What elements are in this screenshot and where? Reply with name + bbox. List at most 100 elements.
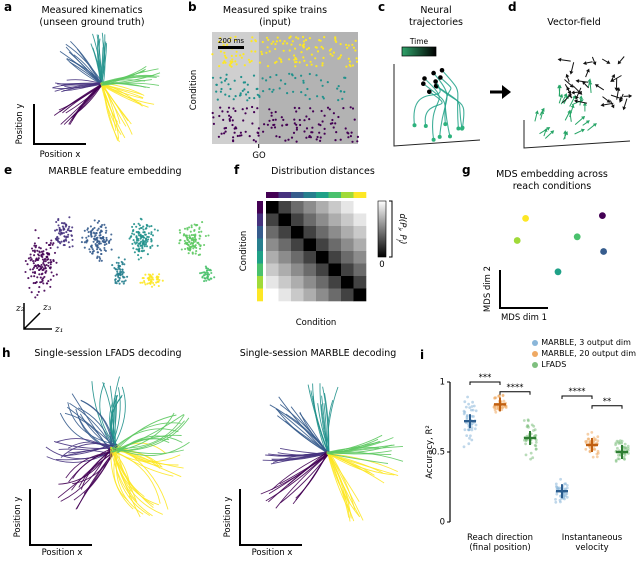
panel-letter-i: i (420, 348, 425, 362)
svg-text:**: ** (603, 397, 612, 407)
x-axis-label: MDS dim 1 (501, 313, 547, 323)
neural-trajectories-plot: Time (393, 37, 481, 147)
svg-text:Accuracy, R²: Accuracy, R² (425, 425, 435, 479)
svg-text:Instantaneous: Instantaneous (562, 533, 623, 543)
svg-text:0.5: 0.5 (431, 448, 445, 458)
svg-text:(final position): (final position) (469, 543, 530, 553)
panel-letter-a: a (4, 0, 13, 14)
svg-text:velocity: velocity (575, 543, 608, 553)
marble-decoding-plot: Position y Position x (223, 383, 404, 557)
spike-raster-dots (211, 32, 359, 148)
y-axis-label: Position y (223, 497, 233, 538)
y-axis-label: Position y (15, 104, 25, 145)
legend-dot-marble20 (532, 351, 539, 357)
vector-field-arrows (534, 56, 633, 140)
panel-g: MDS embedding across reach conditions MD… (466, 166, 638, 324)
transform-arrow (488, 82, 512, 102)
legend-label-lfads: LFADS (541, 360, 567, 369)
legend-item-marble3: MARBLE, 3 output dim (532, 338, 636, 348)
spike-raster-plot: 200 ms Condition GO (189, 32, 359, 160)
time-legend-label: Time (409, 37, 429, 46)
panel-h-lfads: Single-session LFADS decoding Position y… (6, 348, 210, 557)
legend-item-lfads: LFADS (532, 360, 636, 370)
panel-e-title: MARBLE feature embedding (48, 166, 182, 177)
z1-axis-label: z₁ (54, 325, 63, 335)
svg-text:***: *** (479, 373, 492, 383)
svg-text:0: 0 (440, 518, 445, 528)
panel-g-title: MDS embedding across reach conditions (496, 169, 608, 192)
lfads-decoding-plot: Position y Position x (13, 376, 190, 557)
legend-label-marble20: MARBLE, 20 output dim (541, 349, 636, 358)
axis-triad (23, 303, 52, 330)
panel-d: Vector-field (510, 2, 638, 160)
svg-text:0: 0 (379, 260, 384, 270)
svg-text:****: **** (569, 387, 586, 397)
axis-corner (499, 270, 548, 309)
panel-h2-title: Single-session MARBLE decoding (239, 348, 397, 359)
panel-letter-h: h (2, 346, 11, 360)
axis-corner (33, 104, 86, 145)
arrow-right-icon (490, 85, 511, 99)
distance-matrix: 0 d(Pi, Pj) (257, 192, 407, 302)
panel-h-marble: Single-session MARBLE decoding Position … (216, 348, 420, 557)
panel-letter-c: c (378, 0, 386, 14)
panel-f-title: Distribution distances (271, 166, 375, 177)
panel-c-title: Neural trajectories (408, 5, 464, 28)
panel-letter-e: e (4, 163, 13, 177)
panel-e: MARBLE feature embedding z₂ z₃ z₁ (2, 166, 228, 335)
kinematics-plot: Position y Position x (15, 32, 161, 160)
y-axis-label: Condition (189, 70, 199, 111)
panel-letter-b: b (188, 0, 197, 14)
panel-f: Distribution distances 0 d(Pi, Pj) Condit… (232, 166, 414, 335)
distance-matrix-plot: 0 d(Pi, Pj) Condition Condition (239, 192, 407, 328)
axis-corner (29, 489, 92, 546)
lfads-trajectories (45, 376, 190, 518)
svg-text:d(Pi, Pj): d(Pi, Pj) (396, 213, 407, 244)
legend-label-marble3: MARBLE, 3 output dim (541, 338, 631, 347)
panel-d-title: Vector-field (547, 16, 601, 28)
marble-trajectories (260, 383, 404, 522)
axis-corner (239, 489, 302, 546)
y-axis-label: Condition (239, 231, 249, 272)
x-axis-label: Position x (252, 548, 293, 557)
decoder-legend: MARBLE, 3 output dim MARBLE, 20 output d… (532, 338, 636, 371)
panel-letter-g: g (462, 163, 471, 177)
panel-letter-f: f (234, 163, 240, 177)
legend-dot-lfads (532, 362, 539, 368)
scalebar-label: 200 ms (218, 37, 244, 45)
mds-points (513, 212, 607, 276)
z3-axis-label: z₃ (42, 303, 52, 313)
panel-i: MARBLE, 3 output dim MARBLE, 20 output d… (424, 336, 638, 568)
vector-field-plot (523, 56, 633, 149)
panel-a: Measured kinematics (unseen ground truth… (2, 2, 182, 160)
axis-corner (523, 120, 631, 149)
panel-letter-d: d (508, 0, 517, 14)
feature-embedding-plot: z₂ z₃ z₁ (15, 216, 216, 335)
panel-b: Measured spike trains (input) 200 ms Con… (184, 2, 366, 160)
axis-corner (393, 64, 481, 147)
mds-plot: MDS dim 1 MDS dim 2 (483, 212, 607, 323)
legend-dot-marble3 (532, 340, 539, 346)
panel-h1-title: Single-session LFADS decoding (34, 348, 182, 359)
z2-axis-label: z₂ (15, 304, 25, 314)
y-axis-label: MDS dim 2 (483, 266, 493, 312)
scalebar (218, 46, 244, 49)
legend-item-marble20: MARBLE, 20 output dim (532, 349, 636, 359)
x-axis-label: Condition (296, 318, 337, 328)
svg-text:****: **** (507, 383, 524, 393)
svg-text:1: 1 (440, 378, 445, 388)
panel-b-title: Measured spike trains (input) (222, 5, 328, 28)
panel-a-title: Measured kinematics (unseen ground truth… (39, 5, 145, 28)
x-axis-label: Position x (42, 548, 83, 557)
embedding-clusters (24, 216, 216, 299)
svg-text:Reach direction: Reach direction (467, 533, 533, 543)
go-label: GO (252, 151, 266, 160)
panel-c: Neural trajectories Time (380, 2, 492, 160)
y-axis-label: Position y (13, 497, 23, 538)
kinematics-trajectories (52, 32, 161, 143)
neural-trajectories (401, 46, 465, 142)
x-axis-label: Position x (40, 150, 81, 160)
